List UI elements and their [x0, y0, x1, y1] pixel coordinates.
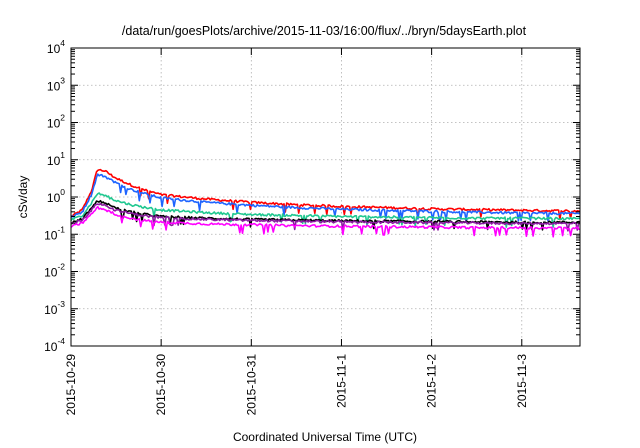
x-tick-label: 2015-10-29 [64, 354, 78, 416]
x-tick-label: 2015-11-2 [425, 354, 439, 408]
x-tick-label: 2015-10-30 [154, 354, 168, 416]
series-line-6 [70, 205, 581, 238]
chart-title: /data/run/goesPlots/archive/2015-11-03/1… [122, 24, 527, 38]
x-tick-label: 2015-10-31 [244, 354, 258, 416]
y-tick-label: 10-3 [44, 299, 65, 317]
axis-ticks [70, 47, 580, 347]
series-line-2 [70, 173, 580, 222]
y-tick-label: 100 [47, 187, 65, 205]
series-layer [70, 168, 581, 238]
y-tick-label: 103 [47, 75, 65, 93]
series-line-5 [70, 202, 581, 232]
y-tick-label: 10-1 [44, 224, 65, 242]
series-line-1 [71, 168, 581, 221]
y-tick-label: 101 [47, 150, 65, 168]
x-tick-label: 2015-11-3 [515, 354, 529, 408]
y-tick-label: 104 [47, 38, 65, 56]
y-axis-label: cSv/day [16, 176, 30, 219]
series-line-3 [70, 192, 581, 228]
y-tick-label: 102 [47, 113, 65, 131]
x-tick-label: 2015-11-1 [334, 354, 348, 408]
x-tick-labels: 2015-10-29 2015-10-30 2015-10-31 2015-11-1 2… [64, 354, 529, 416]
y-tick-label: 10-4 [44, 336, 65, 354]
y-tick-label: 10-2 [44, 262, 65, 280]
x-axis-label: Coordinated Universal Time (UTC) [233, 430, 417, 444]
y-tick-labels: 10-4 10-3 10-2 10-1 100 101 102 103 104 [44, 38, 65, 354]
grid [71, 48, 580, 346]
